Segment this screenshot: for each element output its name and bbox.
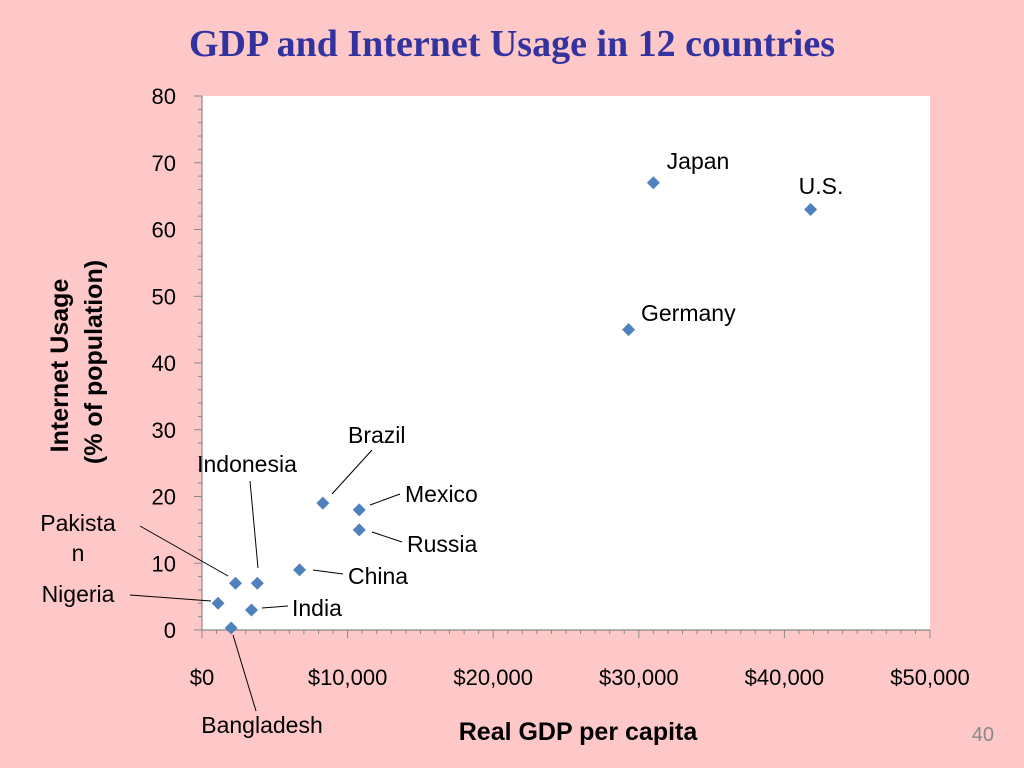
label-leader-lines [129, 449, 403, 712]
leader-line [261, 605, 289, 609]
data-point-pakistan [228, 576, 242, 590]
data-point-mexico [352, 503, 366, 517]
data-point-china [293, 563, 307, 577]
y-tick-label: 80 [152, 84, 176, 109]
y-tick-label: 30 [152, 418, 176, 443]
point-label: Russia [407, 531, 478, 557]
x-axis-ticks: $0 $10,000 $20,000 $30,000 $40,000 $50,000 [190, 630, 970, 690]
y-axis-title: Internet Usage (% of population) [46, 260, 108, 464]
y-tick-label: 70 [152, 151, 176, 176]
data-points [211, 176, 818, 635]
point-label: Germany [641, 300, 736, 326]
y-axis-ticks: 0 10 20 30 40 50 60 70 80 [152, 84, 202, 643]
leader-line [369, 493, 401, 506]
leader-line [371, 531, 403, 543]
data-point-brazil [316, 496, 330, 510]
point-label: Pakista n [40, 510, 116, 566]
point-label: Brazil [348, 422, 406, 448]
x-axis-title: Real GDP per capita [459, 718, 699, 746]
point-label: Japan [667, 148, 730, 174]
y-axis-title-line-2: (% of population) [80, 260, 108, 464]
leader-line [312, 569, 344, 575]
x-tick-label: $0 [190, 665, 214, 690]
x-tick-label: $40,000 [745, 665, 825, 690]
plot-area [202, 96, 930, 630]
y-tick-label: 10 [152, 551, 176, 576]
point-label: Bangladesh [201, 712, 323, 738]
point-label: U.S. [799, 173, 844, 199]
point-label: Mexico [405, 481, 478, 507]
leader-line [232, 634, 257, 712]
leader-line [139, 525, 229, 577]
data-point-germany [622, 323, 636, 337]
leader-line [249, 480, 259, 569]
x-tick-label: $10,000 [308, 665, 388, 690]
point-label: Indonesia [197, 451, 297, 477]
page-number: 40 [971, 724, 994, 746]
y-tick-label: 40 [152, 351, 176, 376]
point-labels: JapanU.S.GermanyBrazilMexicoRussiaChinaI… [40, 148, 843, 738]
data-point-nigeria [211, 596, 225, 610]
y-axis-title-line-1: Internet Usage [46, 279, 74, 453]
y-tick-label: 20 [152, 485, 176, 510]
point-label: China [348, 563, 408, 589]
data-point-bangladesh [224, 621, 238, 635]
y-tick-label: 0 [164, 618, 176, 643]
x-tick-label: $30,000 [599, 665, 679, 690]
data-point-u-s [804, 202, 818, 216]
data-point-indonesia [250, 576, 264, 590]
slide-title: GDP and Internet Usage in 12 countries [189, 23, 835, 65]
x-tick-label: $50,000 [890, 665, 970, 690]
data-point-russia [352, 523, 366, 537]
y-tick-label: 50 [152, 284, 176, 309]
point-label: India [292, 595, 342, 621]
data-point-india [245, 603, 259, 617]
leader-line [129, 594, 212, 602]
leader-line [331, 449, 373, 495]
x-tick-label: $20,000 [453, 665, 533, 690]
data-point-japan [646, 176, 660, 190]
point-label: Nigeria [42, 581, 115, 607]
y-tick-label: 60 [152, 218, 176, 243]
